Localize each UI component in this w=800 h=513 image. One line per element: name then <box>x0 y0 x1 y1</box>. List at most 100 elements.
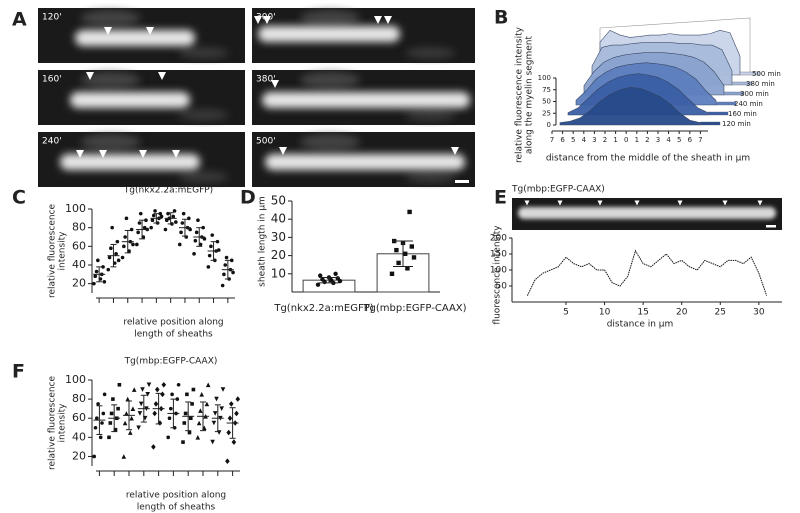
data-point <box>194 230 199 235</box>
data-point <box>136 425 141 431</box>
y-tick-label: 100 <box>65 202 86 215</box>
data-point <box>195 435 201 440</box>
myelin-sheath <box>60 154 200 170</box>
data-point <box>335 276 340 281</box>
chart-title: Tg(mbp:EGFP-CAAX) <box>124 357 218 367</box>
y-tick-label: 50 <box>542 98 551 106</box>
x-tick-label: 3 <box>592 136 596 144</box>
data-point <box>129 415 134 421</box>
data-point <box>211 420 217 426</box>
data-point <box>176 382 181 387</box>
data-point <box>128 430 133 435</box>
data-point <box>122 244 126 249</box>
time-label: 120' <box>42 13 62 23</box>
data-point <box>115 239 120 244</box>
data-point <box>405 266 410 271</box>
profile-slab <box>739 71 761 76</box>
data-point <box>116 406 120 411</box>
data-point <box>96 258 100 263</box>
data-point <box>220 283 225 288</box>
background-structure <box>300 10 361 26</box>
y-tick-label: 50 <box>271 194 286 208</box>
arrowhead <box>139 150 147 158</box>
arrowhead <box>86 72 94 80</box>
data-point <box>172 209 177 213</box>
data-point <box>136 230 140 235</box>
arrowhead <box>158 72 166 80</box>
x-tick-label: 30 <box>753 308 765 318</box>
data-point <box>174 220 178 224</box>
x-tick-label: Tg(nkx2.2a:mEGFP) <box>273 303 373 314</box>
data-point <box>106 267 111 272</box>
background-structure <box>178 109 229 121</box>
time-label: 240' <box>42 137 62 147</box>
myelin-sheath <box>75 30 195 46</box>
data-point <box>102 280 107 284</box>
data-point <box>137 221 142 225</box>
arrowhead <box>279 147 287 155</box>
data-point <box>227 415 233 422</box>
y-tick-label: 40 <box>271 212 286 226</box>
data-point <box>214 396 219 402</box>
data-point <box>92 454 96 459</box>
x-tick-label: 25 <box>715 308 726 318</box>
y-axis-title: relative fluorescence <box>48 203 58 298</box>
arrowhead <box>634 200 640 206</box>
data-point <box>225 458 230 465</box>
data-point <box>121 454 127 459</box>
data-point <box>231 270 235 275</box>
data-point <box>318 273 323 278</box>
arrowhead <box>263 16 271 24</box>
scale-bar <box>455 180 469 183</box>
x-tick-label: 1 <box>635 136 639 144</box>
data-point <box>101 265 105 269</box>
data-point <box>100 421 104 425</box>
panel-label: D <box>240 187 256 209</box>
data-point <box>219 406 224 411</box>
arrowhead <box>254 16 262 24</box>
arrowhead <box>146 27 154 35</box>
arrowhead <box>677 200 683 206</box>
intensity-profile <box>559 87 701 126</box>
data-point <box>108 421 113 425</box>
data-point <box>160 391 165 398</box>
background-structure <box>178 171 229 183</box>
data-point <box>180 221 185 225</box>
data-point <box>198 408 203 413</box>
data-point <box>202 237 207 241</box>
data-point <box>93 274 98 279</box>
data-point <box>209 244 213 249</box>
y-axis-title: sheath length in µm <box>258 196 268 287</box>
data-point <box>164 218 169 222</box>
data-point <box>151 444 156 450</box>
data-point <box>109 246 113 250</box>
myelin-sheath <box>265 154 465 170</box>
arrowhead <box>104 27 112 35</box>
arrowhead <box>172 150 180 158</box>
y-axis-title: relative fluorescence intensity <box>515 26 525 163</box>
profile-slab <box>723 91 745 96</box>
data-point <box>196 218 200 222</box>
series-label: 120 min <box>722 120 751 128</box>
x-axis-title: relative position along <box>126 491 226 501</box>
data-point <box>185 392 189 397</box>
data-point <box>96 402 100 406</box>
data-point <box>181 211 186 216</box>
x-tick-label: 7 <box>550 136 554 144</box>
x-axis-title: length of sheaths <box>137 503 216 513</box>
arrowhead <box>757 200 763 206</box>
data-point <box>117 382 122 387</box>
x-tick-label: 7 <box>698 136 702 144</box>
data-point <box>210 439 215 445</box>
x-axis-title: distance from the middle of the sheath i… <box>546 154 750 164</box>
profile-slab <box>707 111 729 116</box>
data-point <box>149 225 153 230</box>
data-point <box>182 421 187 425</box>
data-point <box>111 397 115 401</box>
y-tick-label: 100 <box>490 266 507 276</box>
data-point <box>131 387 137 392</box>
data-point <box>95 416 99 421</box>
data-point <box>110 225 114 230</box>
background-structure <box>405 47 456 59</box>
